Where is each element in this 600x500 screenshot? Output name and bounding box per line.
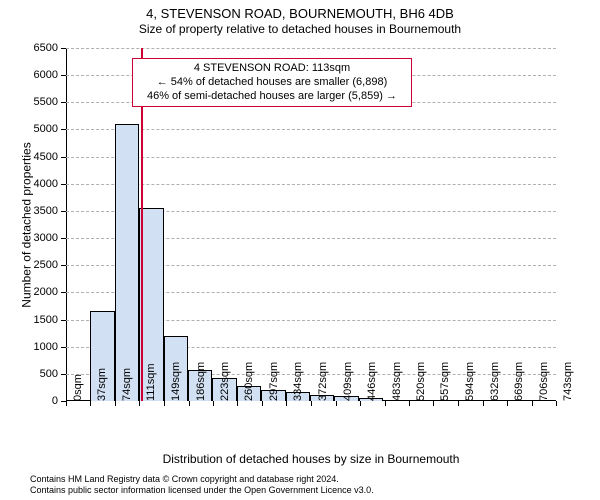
y-tick-label: 1000	[34, 341, 66, 353]
x-tick-mark	[189, 401, 190, 406]
callout-box: 4 STEVENSON ROAD: 113sqm ← 54% of detach…	[132, 58, 412, 107]
y-tick-label: 3500	[34, 205, 66, 217]
x-tick-label: 706sqm	[536, 362, 550, 401]
title-line-2: Size of property relative to detached ho…	[0, 22, 600, 37]
x-tick-mark	[433, 401, 434, 406]
callout-line-1: 4 STEVENSON ROAD: 113sqm	[139, 62, 405, 76]
x-tick-mark	[90, 401, 91, 406]
x-tick-label: 520sqm	[413, 362, 427, 401]
histogram-bin	[530, 48, 554, 401]
x-tick-mark	[458, 401, 459, 406]
footer-attribution: Contains HM Land Registry data © Crown c…	[30, 474, 374, 496]
x-tick-mark	[164, 401, 165, 406]
y-tick-label: 1500	[34, 314, 66, 326]
x-tick-mark	[262, 401, 263, 406]
y-tick-label: 4500	[34, 151, 66, 163]
x-tick-label: 743sqm	[560, 362, 574, 401]
y-axis-label-wrap: Number of detached properties	[10, 48, 30, 401]
x-tick-label: 149sqm	[168, 362, 182, 401]
x-tick-mark	[139, 401, 140, 406]
x-tick-label: 0sqm	[70, 374, 84, 401]
y-axis-label: Number of detached properties	[20, 142, 34, 307]
y-tick-label: 2500	[34, 259, 66, 271]
x-tick-mark	[507, 401, 508, 406]
x-tick-label: 186sqm	[193, 362, 207, 401]
histogram-bar	[115, 124, 139, 401]
footer-line-1: Contains HM Land Registry data © Crown c…	[30, 474, 374, 485]
plot-area: 0500100015002000250030003500400045005000…	[66, 48, 556, 401]
x-tick-label: 632sqm	[487, 362, 501, 401]
x-tick-mark	[286, 401, 287, 406]
x-tick-label: 409sqm	[340, 362, 354, 401]
x-tick-mark	[385, 401, 386, 406]
y-tick-label: 500	[40, 368, 66, 380]
x-tick-mark	[115, 401, 116, 406]
x-tick-mark	[360, 401, 361, 406]
title-line-1: 4, STEVENSON ROAD, BOURNEMOUTH, BH6 4DB	[0, 6, 600, 22]
chart-container: 4, STEVENSON ROAD, BOURNEMOUTH, BH6 4DB …	[0, 0, 600, 500]
y-tick-label: 0	[52, 395, 66, 407]
chart-title: 4, STEVENSON ROAD, BOURNEMOUTH, BH6 4DB …	[0, 6, 600, 37]
x-tick-label: 260sqm	[241, 362, 255, 401]
x-tick-mark	[66, 401, 67, 406]
x-tick-mark	[532, 401, 533, 406]
y-tick-label: 2000	[34, 286, 66, 298]
y-tick-label: 4000	[34, 178, 66, 190]
x-tick-label: 372sqm	[315, 362, 329, 401]
callout-line-2: ← 54% of detached houses are smaller (6,…	[139, 76, 405, 90]
histogram-bin	[432, 48, 456, 401]
x-tick-mark	[311, 401, 312, 406]
x-tick-mark	[213, 401, 214, 406]
y-tick-label: 3000	[34, 232, 66, 244]
x-tick-label: 557sqm	[437, 362, 451, 401]
x-tick-mark	[409, 401, 410, 406]
footer-line-2: Contains public sector information licen…	[30, 485, 374, 496]
x-tick-mark	[237, 401, 238, 406]
x-tick-label: 669sqm	[511, 362, 525, 401]
x-tick-label: 483sqm	[389, 362, 403, 401]
x-tick-label: 334sqm	[290, 362, 304, 401]
histogram-bin	[66, 48, 90, 401]
histogram-bin	[456, 48, 480, 401]
x-tick-mark	[556, 401, 557, 406]
histogram-bin	[481, 48, 505, 401]
callout-line-3: 46% of semi-detached houses are larger (…	[139, 90, 405, 104]
x-tick-label: 223sqm	[217, 362, 231, 401]
x-tick-label: 74sqm	[119, 368, 133, 401]
x-tick-mark	[483, 401, 484, 406]
x-tick-mark	[336, 401, 337, 406]
histogram-bin	[505, 48, 529, 401]
y-tick-label: 6500	[34, 42, 66, 54]
x-tick-label: 37sqm	[94, 368, 108, 401]
x-tick-label: 111sqm	[143, 363, 157, 401]
x-axis-label: Distribution of detached houses by size …	[66, 452, 556, 466]
y-tick-label: 6000	[34, 69, 66, 81]
x-tick-label: 297sqm	[266, 362, 280, 401]
x-tick-label: 446sqm	[364, 362, 378, 401]
histogram-bin	[90, 48, 114, 401]
x-tick-label: 594sqm	[462, 362, 476, 401]
y-tick-label: 5500	[34, 96, 66, 108]
y-tick-label: 5000	[34, 123, 66, 135]
